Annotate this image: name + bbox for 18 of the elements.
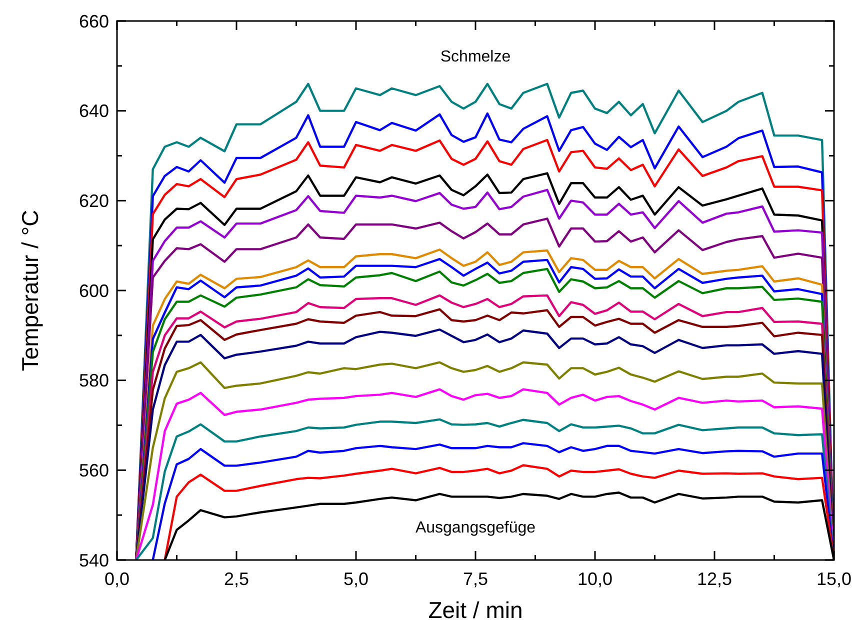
annotation: Schmelze — [440, 48, 511, 66]
x-tick-label: 5,0 — [343, 569, 369, 589]
y-tick-label: 620 — [78, 190, 109, 211]
x-tick-label: 15,0 — [816, 569, 852, 589]
y-tick-label: 600 — [78, 280, 109, 301]
y-tick-label: 640 — [78, 101, 109, 122]
x-tick-label: 10,0 — [577, 569, 613, 589]
x-tick-label: 2,5 — [224, 569, 250, 589]
y-tick-label: 560 — [78, 460, 109, 480]
x-tick-label: 12,5 — [696, 569, 732, 589]
x-tick-label: 0,0 — [104, 569, 130, 589]
y-tick-label: 580 — [78, 370, 109, 391]
y-tick-label: 540 — [78, 550, 109, 570]
y-axis-title: Temperatur / °C — [17, 210, 43, 372]
x-tick-label: 7,5 — [462, 569, 488, 589]
x-axis-title: Zeit / min — [428, 597, 523, 623]
annotation: Ausgangsgefüge — [415, 520, 536, 537]
y-tick-label: 660 — [78, 11, 109, 32]
